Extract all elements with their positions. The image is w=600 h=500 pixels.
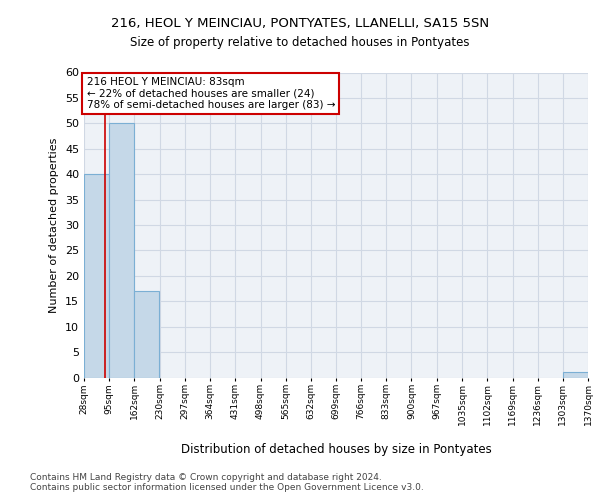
Bar <box>134 291 160 378</box>
Text: Contains public sector information licensed under the Open Government Licence v3: Contains public sector information licen… <box>30 484 424 492</box>
Bar <box>563 372 588 378</box>
Text: Size of property relative to detached houses in Pontyates: Size of property relative to detached ho… <box>130 36 470 49</box>
Text: 216 HEOL Y MEINCIAU: 83sqm
← 22% of detached houses are smaller (24)
78% of semi: 216 HEOL Y MEINCIAU: 83sqm ← 22% of deta… <box>86 77 335 110</box>
Bar <box>84 174 109 378</box>
Text: Distribution of detached houses by size in Pontyates: Distribution of detached houses by size … <box>181 442 491 456</box>
Text: Contains HM Land Registry data © Crown copyright and database right 2024.: Contains HM Land Registry data © Crown c… <box>30 472 382 482</box>
Text: 216, HEOL Y MEINCIAU, PONTYATES, LLANELLI, SA15 5SN: 216, HEOL Y MEINCIAU, PONTYATES, LLANELL… <box>111 18 489 30</box>
Bar <box>109 124 134 378</box>
Y-axis label: Number of detached properties: Number of detached properties <box>49 138 59 312</box>
